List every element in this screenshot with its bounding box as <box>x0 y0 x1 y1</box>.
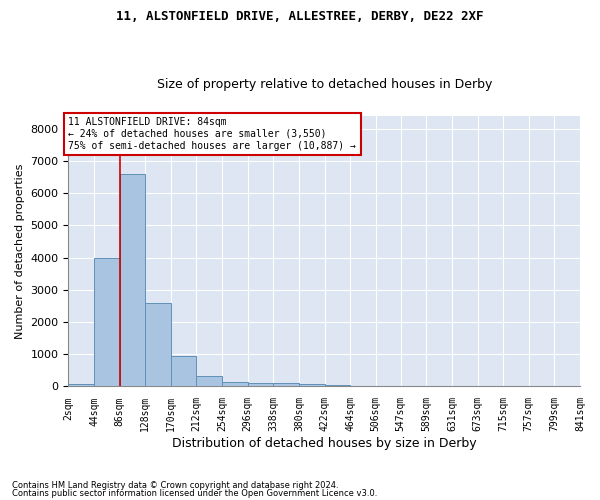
Bar <box>94 258 119 386</box>
Bar <box>273 383 299 386</box>
Text: Contains HM Land Registry data © Crown copyright and database right 2024.: Contains HM Land Registry data © Crown c… <box>12 481 338 490</box>
Bar <box>325 384 350 386</box>
Bar <box>248 382 273 386</box>
Title: Size of property relative to detached houses in Derby: Size of property relative to detached ho… <box>157 78 492 91</box>
Bar <box>171 356 196 386</box>
Text: Contains public sector information licensed under the Open Government Licence v3: Contains public sector information licen… <box>12 488 377 498</box>
Bar <box>299 384 325 386</box>
Bar <box>119 174 145 386</box>
Y-axis label: Number of detached properties: Number of detached properties <box>15 164 25 339</box>
X-axis label: Distribution of detached houses by size in Derby: Distribution of detached houses by size … <box>172 437 476 450</box>
Bar <box>196 376 222 386</box>
Bar <box>145 302 171 386</box>
Text: 11 ALSTONFIELD DRIVE: 84sqm
← 24% of detached houses are smaller (3,550)
75% of : 11 ALSTONFIELD DRIVE: 84sqm ← 24% of det… <box>68 118 356 150</box>
Text: 11, ALSTONFIELD DRIVE, ALLESTREE, DERBY, DE22 2XF: 11, ALSTONFIELD DRIVE, ALLESTREE, DERBY,… <box>116 10 484 23</box>
Bar <box>222 382 248 386</box>
Bar <box>68 384 94 386</box>
